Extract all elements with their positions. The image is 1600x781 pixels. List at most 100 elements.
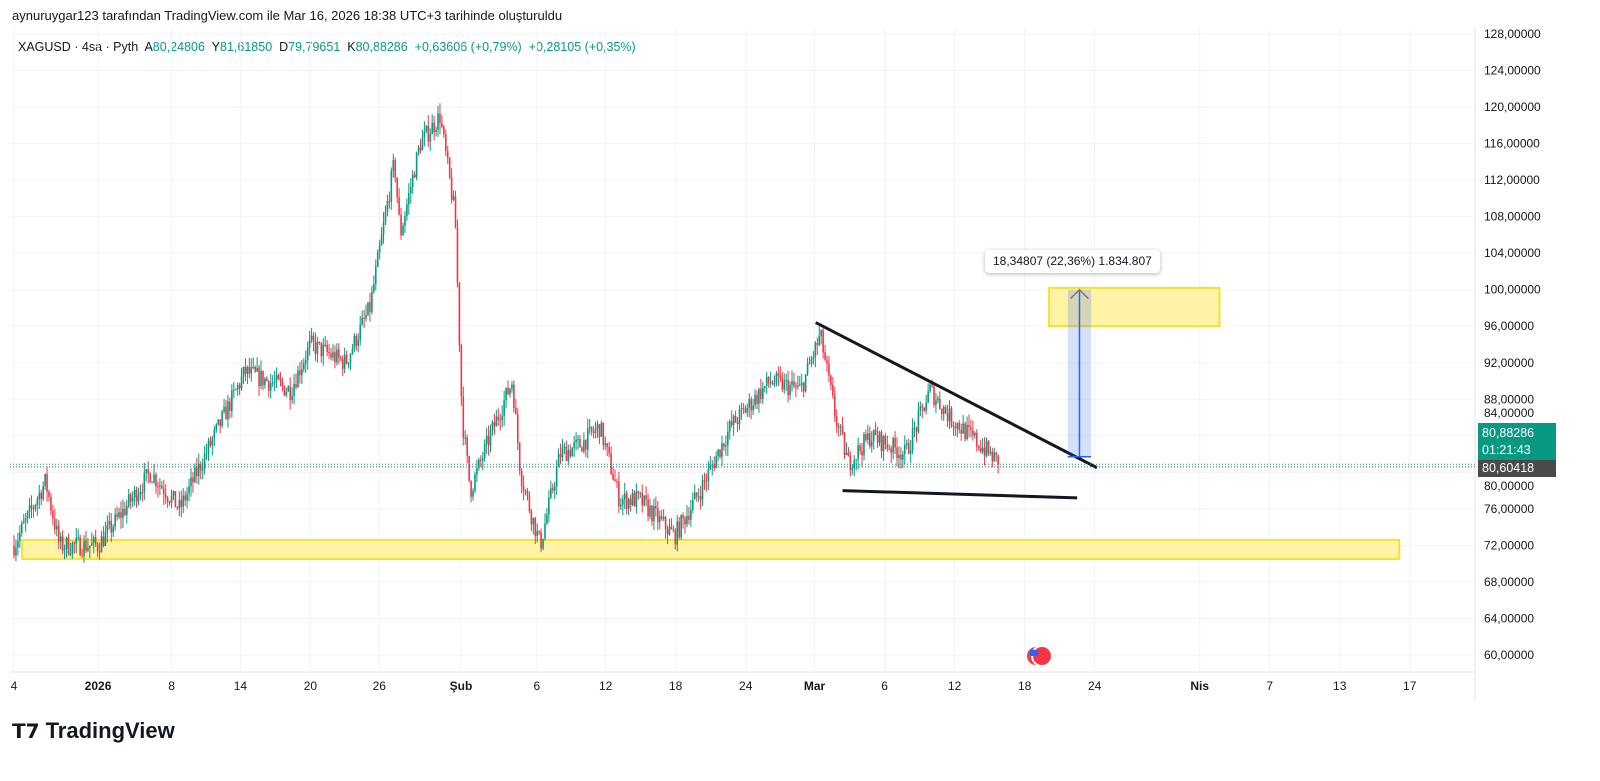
candle-body [981,447,984,452]
candle-body [367,302,369,316]
x-tick-label: 8 [168,679,175,693]
candle-body [876,435,879,443]
candle-body [907,443,910,454]
candle-body [909,450,912,454]
candle-body [952,425,955,427]
candle-body [464,437,467,439]
candle-body [571,447,574,457]
candle-body [396,177,398,198]
candle-body [783,380,786,390]
candle-body [837,426,840,428]
candle-body [845,452,848,456]
candle-body [993,452,996,462]
candle-body [987,441,990,454]
candle-body [131,497,134,502]
candle-body [925,402,928,411]
candle-body [723,443,725,447]
candle-body [939,398,941,409]
candle-body [42,486,44,500]
candle-body [497,416,500,420]
candle-body [931,384,933,387]
candle-body [798,384,801,386]
candle-body [330,353,332,358]
candle-body [334,352,336,363]
x-tick-label: 24 [739,679,753,693]
candle-body [505,388,507,401]
candle-body [415,152,418,178]
candle-body [727,431,729,446]
candle-body [627,498,630,509]
candle-body [246,366,249,374]
candle-body [974,432,976,436]
candle-body [439,113,441,124]
candle-body [394,160,397,178]
candle-body [859,445,861,451]
candle-body [20,523,23,533]
candle-body [186,493,188,501]
candle-body [802,382,805,392]
tradingview-logo[interactable]: 𝗧𝟳 TradingView [12,718,175,744]
candle-body [569,450,572,457]
candle-body [853,459,856,469]
high-value: 81,61850 [220,40,273,54]
candle-body [672,529,675,531]
candle-body [162,488,165,495]
candle-body [188,485,190,494]
candle-body [40,492,43,500]
candle-body [149,473,151,483]
candle-body [151,482,153,484]
candle-body [48,491,50,498]
support-zone [1048,286,1221,328]
candle-body [199,463,202,471]
candle-body [536,530,539,537]
candle-body [238,385,241,389]
candle-body [341,358,344,369]
candle-body [217,419,220,425]
candle-body [765,376,768,386]
candle-body [800,382,803,385]
candle-body [795,386,797,388]
candle-body [977,445,980,448]
candle-body [291,395,293,401]
candle-body [513,384,515,409]
y-tick-label: 72,00000 [1484,538,1534,552]
candle-body [170,495,173,503]
candle-body [400,214,402,236]
candle-body [618,481,620,507]
candle-body [231,390,233,412]
candle-body [703,480,706,482]
candle-body [324,344,326,346]
candle-body [250,367,253,374]
candle-body [386,200,389,212]
candle-body [886,444,889,449]
symbol-label[interactable]: XAGUSD · 4sa · Pyth [18,40,139,54]
candle-body [46,474,48,492]
candle-body [155,474,157,487]
candle-body [468,455,470,481]
candle-body [524,490,527,492]
candle-body [555,467,558,487]
candle-body [808,363,811,365]
candle-body [339,357,342,359]
close-label: K [347,40,356,54]
candle-body [190,477,192,486]
candle-body [839,426,842,428]
candle-body [861,450,863,456]
trendline [815,321,1098,470]
candle-body [225,406,227,420]
candle-body [474,474,476,491]
candle-body [209,440,212,446]
arrow-up-icon [1069,288,1090,300]
candle-body [674,530,677,545]
x-tick-label: 26 [373,679,387,693]
candle-body [658,516,661,523]
candle-body [184,495,186,501]
candle-body [374,266,377,285]
candle-body [349,353,352,363]
candle-body [413,174,416,178]
candle-body [248,366,251,374]
candle-body [306,347,309,361]
candle-body [849,455,852,471]
candle-body [921,406,924,408]
